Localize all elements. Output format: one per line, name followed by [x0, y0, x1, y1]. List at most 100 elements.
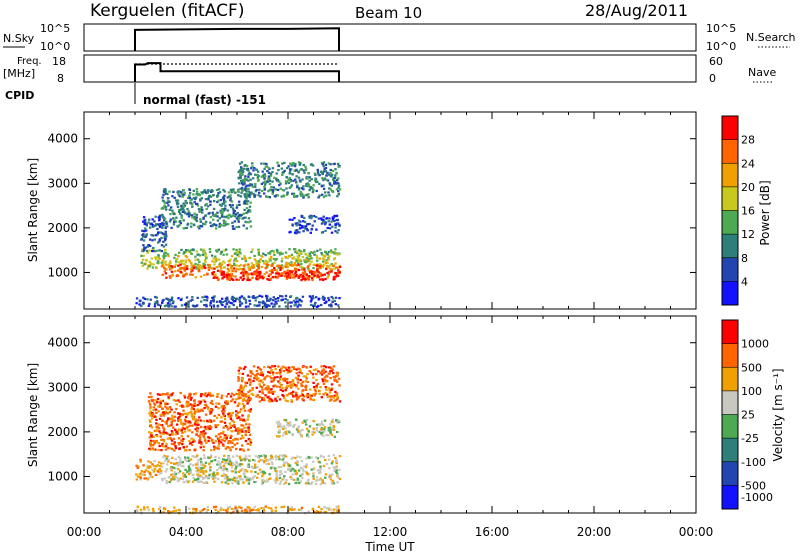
data-cell: [319, 386, 322, 389]
data-cell: [223, 199, 226, 202]
data-cell: [178, 210, 181, 213]
data-cell: [166, 298, 170, 301]
data-cell: [227, 461, 230, 464]
data-cell: [156, 301, 159, 304]
data-cell: [216, 188, 219, 192]
data-cell: [321, 369, 324, 372]
data-cell: [239, 173, 242, 176]
data-cell: [193, 440, 196, 443]
data-cell: [299, 260, 303, 263]
data-cell: [143, 477, 146, 480]
data-cell: [333, 378, 336, 381]
data-cell: [299, 480, 302, 483]
data-cell: [267, 175, 271, 178]
data-cell: [216, 463, 219, 466]
data-cell: [290, 184, 293, 187]
data-cell: [290, 384, 293, 387]
data-cell: [253, 258, 256, 261]
data-cell: [336, 195, 339, 198]
data-cell: [145, 222, 148, 225]
data-cell: [260, 454, 263, 457]
data-cell: [249, 178, 252, 181]
data-cell: [196, 225, 200, 228]
data-cell: [253, 195, 256, 198]
data-cell: [151, 507, 155, 510]
data-cell: [222, 430, 225, 433]
data-cell: [304, 375, 308, 378]
data-cell: [172, 437, 175, 440]
data-cell: [277, 455, 280, 458]
data-cell: [149, 461, 152, 464]
data-cell: [174, 467, 177, 470]
data-cell: [216, 211, 219, 214]
data-cell: [226, 400, 229, 403]
data-cell: [230, 400, 233, 403]
data-cell: [292, 299, 296, 302]
data-cell: [241, 392, 245, 395]
data-cell: [176, 432, 179, 435]
data-cell: [210, 400, 214, 403]
data-cell: [196, 473, 199, 476]
data-cell: [162, 431, 165, 434]
data-cell: [263, 302, 267, 305]
data-cell: [150, 262, 153, 265]
data-cell: [317, 271, 320, 274]
power-colorbar-label: Power [dB]: [758, 180, 772, 245]
data-cell: [227, 463, 231, 466]
data-cell: [334, 168, 337, 171]
data-cell: [259, 368, 263, 371]
data-cell: [296, 305, 299, 308]
data-cell: [162, 207, 165, 210]
data-cell: [174, 305, 177, 308]
data-cell: [229, 188, 233, 191]
y-tick-label: 3000: [47, 380, 78, 394]
data-cell: [282, 194, 285, 197]
data-cell: [255, 168, 258, 171]
data-cell: [312, 398, 315, 401]
data-cell: [297, 258, 300, 261]
data-cell: [311, 481, 314, 484]
data-cell: [297, 263, 300, 266]
data-cell: [305, 184, 308, 187]
data-cell: [260, 189, 264, 192]
data-cell: [248, 455, 251, 458]
data-cell: [299, 466, 303, 469]
data-cell: [297, 425, 300, 428]
data-cell: [293, 217, 296, 220]
data-cell: [336, 274, 339, 277]
data-cell: [220, 250, 223, 254]
data-cell: [333, 376, 337, 379]
data-cell: [328, 387, 331, 390]
data-cell: [333, 181, 336, 184]
data-cell: [160, 462, 163, 465]
data-cell: [167, 424, 170, 428]
data-cell: [168, 511, 171, 514]
data-cell: [152, 399, 155, 402]
data-cell: [337, 184, 341, 188]
data-cell: [194, 421, 197, 425]
data-cell: [246, 272, 249, 275]
data-cell: [234, 213, 238, 216]
data-cell: [187, 469, 190, 472]
data-cell: [246, 187, 249, 190]
data-cell: [223, 261, 226, 264]
data-cell: [236, 297, 239, 300]
data-cell: [209, 469, 212, 472]
data-cell: [238, 255, 241, 258]
data-cell: [142, 464, 145, 467]
data-cell: [143, 473, 146, 477]
data-cell: [238, 402, 241, 405]
data-cell: [233, 220, 237, 223]
data-cell: [314, 180, 318, 184]
data-cell: [215, 402, 218, 405]
data-cell: [277, 264, 280, 267]
data-cell: [180, 248, 183, 251]
data-cell: [193, 217, 196, 220]
data-cell: [298, 367, 301, 371]
data-cell: [328, 187, 331, 190]
data-cell: [228, 458, 232, 461]
data-cell: [241, 372, 245, 375]
data-cell: [248, 302, 252, 305]
data-cell: [149, 420, 152, 424]
data-cell: [301, 467, 304, 470]
